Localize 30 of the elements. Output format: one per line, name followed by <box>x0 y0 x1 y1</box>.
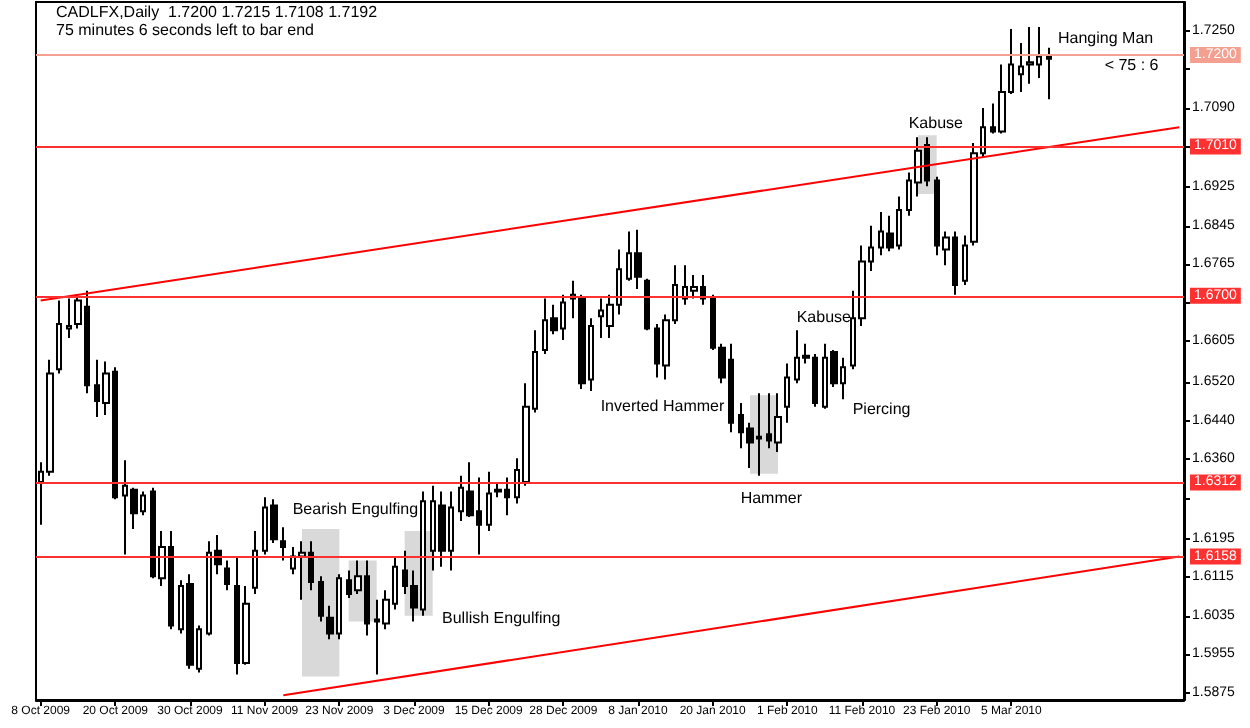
candlestick <box>252 530 258 596</box>
annotation: Hanging Man <box>1058 29 1154 48</box>
candlestick <box>224 559 230 592</box>
candlestick <box>1018 41 1024 94</box>
annotation: Bearish Engulfing <box>292 499 419 518</box>
chart-title: CADLFX,Daily 1.7200 1.7215 1.7108 1.7192 <box>56 3 379 21</box>
candlestick <box>644 277 650 332</box>
candlestick <box>1046 46 1052 101</box>
candlestick <box>66 297 72 339</box>
annotation: Hammer <box>740 488 803 507</box>
annotation: Bullish Engulfing <box>442 609 561 628</box>
candlestick <box>298 540 306 601</box>
annotation: Kabuse <box>796 308 853 327</box>
candlestick <box>634 228 642 290</box>
candlestick <box>1026 26 1034 85</box>
candlestick <box>318 575 324 623</box>
candlestick <box>690 273 698 300</box>
candlestick <box>438 490 446 568</box>
annotation: Kabuse <box>908 114 965 133</box>
candlestick <box>774 392 782 454</box>
candlestick <box>56 299 62 375</box>
annotation: Piercing <box>852 399 911 418</box>
candlestick <box>962 234 968 287</box>
candlestick <box>290 545 296 576</box>
candlestick <box>186 573 194 670</box>
candlestick <box>784 362 790 424</box>
annotation: Inverted Hammer <box>600 397 725 416</box>
annotation: < 75 : 6 <box>1104 55 1160 74</box>
candlestick <box>280 526 286 562</box>
text: 75 minutes 6 seconds left to bar end <box>56 21 314 39</box>
